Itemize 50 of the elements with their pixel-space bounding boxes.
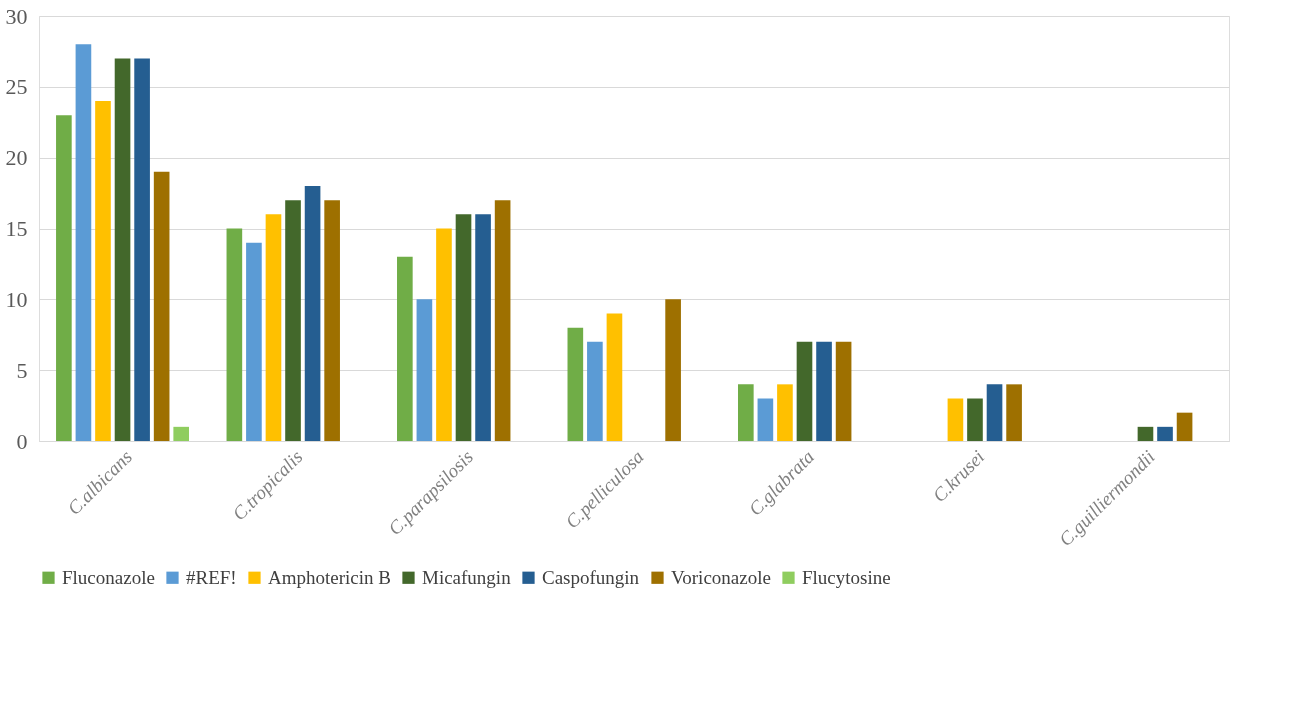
bar: [587, 341, 603, 441]
legend-label: Caspofungin: [542, 566, 640, 588]
legend-label: Flucytosine: [802, 566, 891, 588]
bar: [986, 384, 1003, 441]
bar: [134, 58, 150, 441]
bar: [114, 58, 131, 441]
bar: [1137, 426, 1154, 441]
bar: [967, 398, 983, 441]
bar: [1176, 412, 1193, 441]
bar: [265, 214, 282, 441]
bar: [816, 341, 832, 441]
bar: [226, 228, 243, 441]
bar: [665, 299, 681, 441]
y-tick-label: 30: [5, 3, 28, 29]
legend-label: Amphotericin B: [268, 566, 391, 588]
y-tick-label: 0: [16, 428, 28, 454]
bar: [567, 327, 584, 441]
bar: [75, 44, 92, 441]
legend-label: Micafungin: [422, 566, 512, 588]
bar: [436, 228, 452, 441]
bar: [1006, 384, 1022, 441]
bar: [246, 242, 262, 441]
y-tick-label: 25: [5, 74, 28, 100]
bar: [95, 101, 111, 441]
y-tick-label: 20: [5, 145, 28, 171]
bar: [324, 200, 340, 441]
bar: [1157, 426, 1173, 441]
bar: [757, 398, 774, 441]
bar: [738, 384, 754, 441]
bar: [947, 398, 964, 441]
bar: [475, 214, 491, 441]
y-tick-label: 10: [5, 286, 28, 312]
bar: [796, 341, 813, 441]
bar: [397, 256, 413, 441]
bar: [606, 313, 623, 441]
y-tick-label: 15: [5, 216, 28, 241]
bar: [56, 115, 72, 441]
bar: [153, 171, 170, 441]
legend-label: Voriconazole: [671, 566, 771, 588]
bar: [304, 186, 321, 441]
legend-label: Fluconazole: [62, 566, 155, 588]
legend-label: #REF!: [186, 566, 237, 588]
bar: [835, 341, 852, 441]
y-tick-label: 5: [16, 357, 28, 383]
bar: [455, 214, 472, 441]
bar: [173, 426, 190, 441]
bar: [777, 384, 793, 441]
bar: [494, 200, 511, 441]
bar: [285, 200, 301, 441]
bar: [416, 299, 433, 441]
